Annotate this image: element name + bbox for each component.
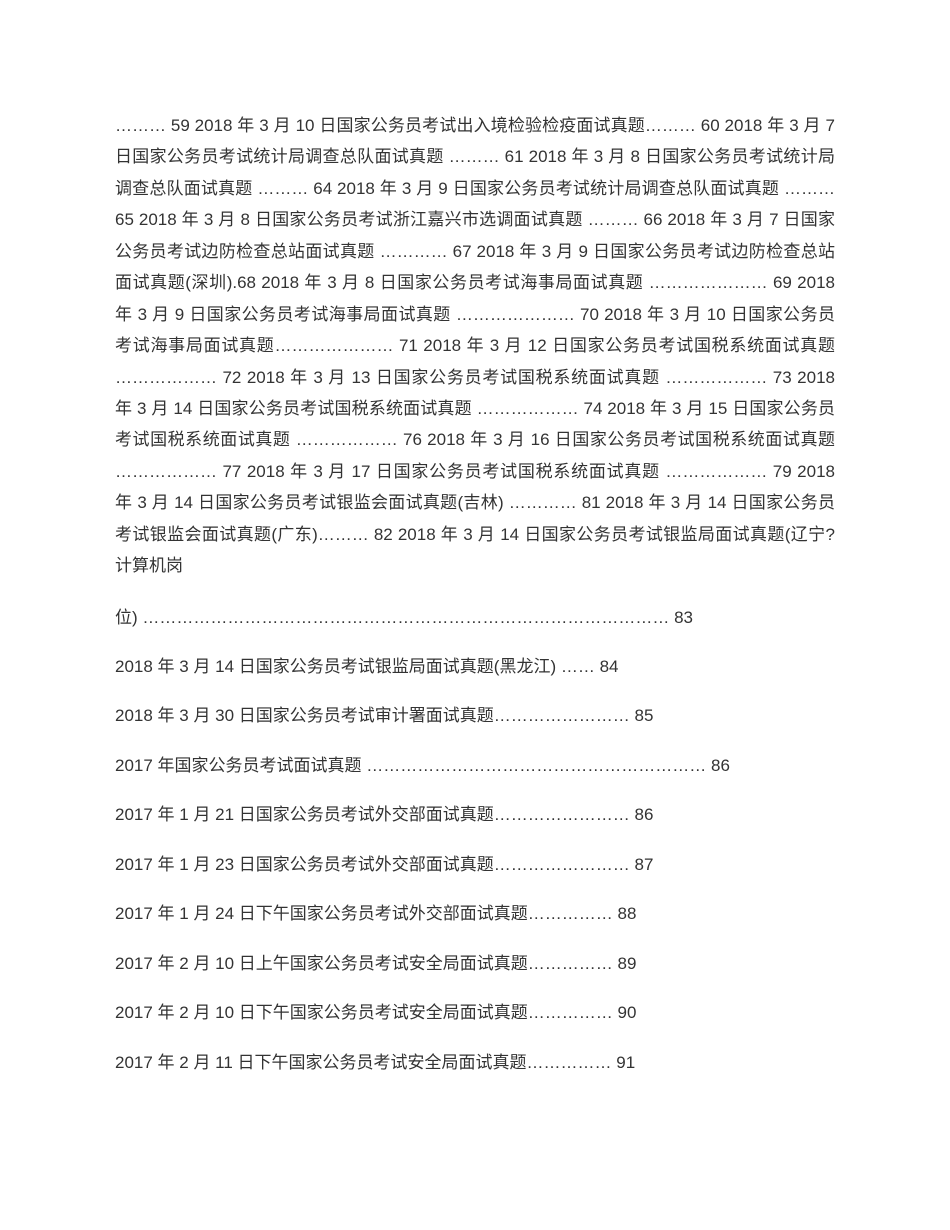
toc-entry: 2017 年国家公务员考试面试真题 …………………………………………………… 8…: [115, 750, 835, 781]
toc-entry: 2017 年 2 月 10 日下午国家公务员考试安全局面试真题…………… 90: [115, 997, 835, 1028]
toc-entry: 2017 年 1 月 23 日国家公务员考试外交部面试真题…………………… 87: [115, 849, 835, 880]
toc-entry: 2017 年 2 月 11 日下午国家公务员考试安全局面试真题…………… 91: [115, 1047, 835, 1078]
toc-paragraph: ……… 59 2018 年 3 月 10 日国家公务员考试出入境检验检疫面试真题…: [115, 110, 835, 582]
toc-entry: 2018 年 3 月 14 日国家公务员考试银监局面试真题(黑龙江) …… 84: [115, 651, 835, 682]
toc-entry: 位) ………………………………………………………………………………… 83: [115, 602, 835, 633]
toc-entry: 2017 年 1 月 21 日国家公务员考试外交部面试真题…………………… 86: [115, 799, 835, 830]
toc-entry: 2017 年 1 月 24 日下午国家公务员考试外交部面试真题…………… 88: [115, 898, 835, 929]
toc-entry: 2018 年 3 月 30 日国家公务员考试审计署面试真题…………………… 85: [115, 700, 835, 731]
toc-entry: 2017 年 2 月 10 日上午国家公务员考试安全局面试真题…………… 89: [115, 948, 835, 979]
